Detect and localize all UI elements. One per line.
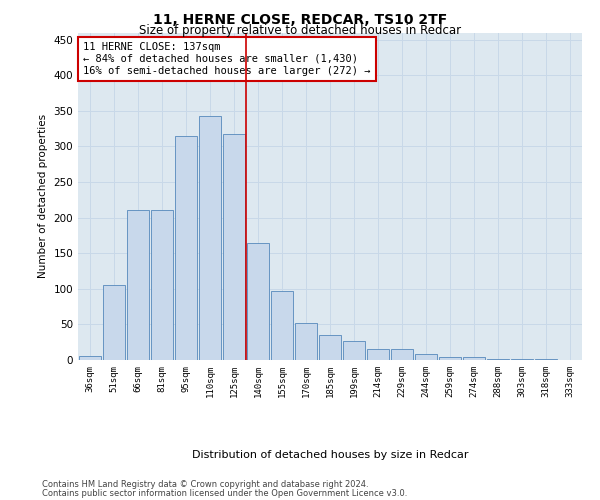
Bar bbox=[79, 356, 101, 360]
Bar bbox=[439, 357, 461, 360]
Bar bbox=[127, 210, 149, 360]
Text: Size of property relative to detached houses in Redcar: Size of property relative to detached ho… bbox=[139, 24, 461, 37]
Bar bbox=[223, 134, 245, 360]
Bar bbox=[295, 323, 317, 360]
X-axis label: Distribution of detached houses by size in Redcar: Distribution of detached houses by size … bbox=[192, 450, 468, 460]
Text: Contains public sector information licensed under the Open Government Licence v3: Contains public sector information licen… bbox=[42, 488, 407, 498]
Bar bbox=[415, 354, 437, 360]
Bar bbox=[199, 116, 221, 360]
Bar bbox=[487, 358, 509, 360]
Bar bbox=[103, 285, 125, 360]
Bar bbox=[367, 348, 389, 360]
Text: 11, HERNE CLOSE, REDCAR, TS10 2TF: 11, HERNE CLOSE, REDCAR, TS10 2TF bbox=[153, 12, 447, 26]
Bar bbox=[271, 291, 293, 360]
Text: Contains HM Land Registry data © Crown copyright and database right 2024.: Contains HM Land Registry data © Crown c… bbox=[42, 480, 368, 489]
Bar bbox=[151, 210, 173, 360]
Bar bbox=[343, 341, 365, 360]
Bar bbox=[319, 335, 341, 360]
Bar bbox=[247, 242, 269, 360]
Y-axis label: Number of detached properties: Number of detached properties bbox=[38, 114, 48, 278]
Bar bbox=[175, 136, 197, 360]
Bar bbox=[463, 357, 485, 360]
Bar bbox=[391, 348, 413, 360]
Text: 11 HERNE CLOSE: 137sqm
← 84% of detached houses are smaller (1,430)
16% of semi-: 11 HERNE CLOSE: 137sqm ← 84% of detached… bbox=[83, 42, 371, 76]
